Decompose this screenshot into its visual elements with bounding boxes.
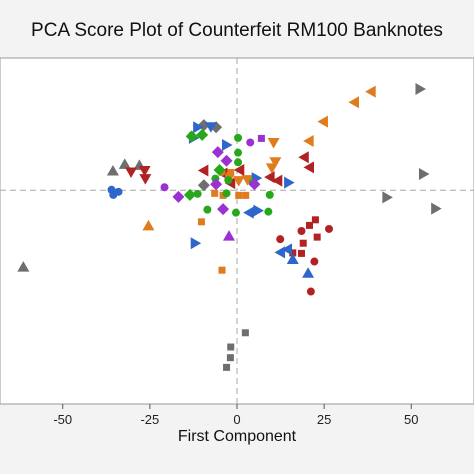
data-point-square: [257, 134, 265, 142]
data-point-triangle-left: [197, 164, 209, 177]
data-point-square: [226, 354, 234, 362]
data-point-triangle-left: [348, 96, 359, 109]
data-point-triangle-down: [232, 176, 245, 187]
data-point-triangle-right: [431, 202, 442, 215]
chart-title: PCA Score Plot of Counterfeit RM100 Bank…: [31, 20, 443, 41]
data-points: [17, 83, 442, 371]
data-point-square: [311, 216, 319, 224]
data-point-triangle-down: [139, 174, 152, 185]
data-point-circle: [231, 208, 240, 217]
data-point-triangle-up: [142, 219, 155, 231]
x-tick-label: 50: [404, 412, 418, 427]
data-point-triangle-down: [267, 137, 280, 149]
data-point-diamond: [217, 203, 230, 216]
data-point-triangle-down: [125, 167, 138, 178]
data-point-triangle-up: [222, 230, 235, 241]
data-point-triangle-left: [274, 246, 286, 259]
data-point-circle: [310, 257, 319, 266]
data-point-triangle-left: [243, 206, 254, 219]
data-point-square: [241, 329, 249, 337]
data-point-triangle-left: [233, 163, 245, 176]
data-point-circle: [265, 190, 274, 199]
data-point-circle: [234, 158, 243, 167]
data-point-triangle-left: [271, 174, 283, 187]
data-point-diamond: [197, 179, 210, 192]
data-point-triangle-right: [193, 121, 204, 134]
x-axis-label: First Component: [177, 428, 297, 445]
data-point-square: [242, 191, 250, 199]
data-point-square: [299, 239, 307, 247]
data-point-square: [219, 191, 227, 199]
data-point-circle: [224, 176, 233, 185]
data-point-circle: [203, 205, 212, 214]
data-point-circle: [234, 133, 243, 142]
data-point-square: [211, 189, 219, 197]
data-point-triangle-down: [265, 163, 278, 174]
data-point-diamond: [185, 130, 198, 143]
x-tick-label: 25: [317, 412, 331, 427]
data-point-triangle-up: [118, 158, 131, 169]
x-tick-label: -25: [140, 412, 159, 427]
data-point-circle: [160, 183, 169, 192]
data-point-diamond: [183, 188, 196, 201]
data-point-triangle-up: [302, 267, 315, 278]
data-point-circle: [306, 287, 315, 296]
data-point-triangle-down: [241, 175, 254, 186]
data-point-circle: [222, 189, 231, 198]
data-point-triangle-left: [317, 115, 328, 128]
data-point-diamond: [210, 178, 223, 191]
data-point-triangle-left: [298, 151, 309, 164]
data-point-diamond: [172, 190, 185, 203]
data-point-triangle-right: [415, 83, 426, 96]
data-point-triangle-down: [204, 122, 217, 133]
data-point-circle: [109, 190, 118, 199]
data-point-triangle-right: [382, 191, 393, 204]
data-point-triangle-up: [106, 164, 119, 176]
data-point-circle: [234, 148, 243, 157]
data-point-triangle-left: [365, 85, 376, 98]
x-tick-label: 0: [233, 412, 240, 427]
x-axis-ticks: -50 -25 0 25 50: [53, 404, 418, 427]
data-point-square: [289, 249, 297, 257]
data-point-triangle-down: [269, 157, 282, 168]
data-point-diamond: [211, 146, 224, 159]
x-tick-label: -50: [53, 412, 72, 427]
data-point-triangle-right: [418, 168, 430, 181]
data-point-diamond: [213, 163, 226, 176]
data-point-square: [223, 363, 231, 371]
data-point-square: [297, 249, 305, 257]
data-point-circle: [276, 235, 285, 244]
data-point-square: [305, 221, 313, 229]
data-point-circle: [246, 138, 255, 147]
data-point-triangle-up: [286, 253, 299, 264]
data-point-triangle-right: [222, 139, 233, 152]
data-point-triangle-left: [264, 171, 275, 184]
data-point-square: [227, 343, 235, 351]
data-point-triangle-right: [190, 237, 202, 250]
data-point-diamond: [220, 154, 233, 167]
data-point-square: [313, 233, 321, 241]
data-point-triangle-right: [253, 204, 264, 217]
data-point-triangle-right: [284, 176, 295, 189]
data-point-square: [235, 191, 243, 199]
data-point-triangle-left: [281, 243, 293, 256]
data-point-circle: [325, 224, 334, 233]
data-point-circle: [297, 227, 306, 235]
data-point-triangle-up: [17, 261, 30, 272]
data-point-square: [197, 218, 205, 226]
data-point-circle: [264, 207, 273, 216]
data-point-triangle-left: [303, 134, 314, 147]
data-point-square: [218, 266, 226, 274]
data-point-triangle-down: [138, 165, 151, 177]
data-point-triangle-left: [303, 161, 314, 174]
data-point-circle: [193, 189, 202, 198]
data-point-diamond: [196, 128, 209, 141]
data-point-diamond: [248, 178, 261, 191]
